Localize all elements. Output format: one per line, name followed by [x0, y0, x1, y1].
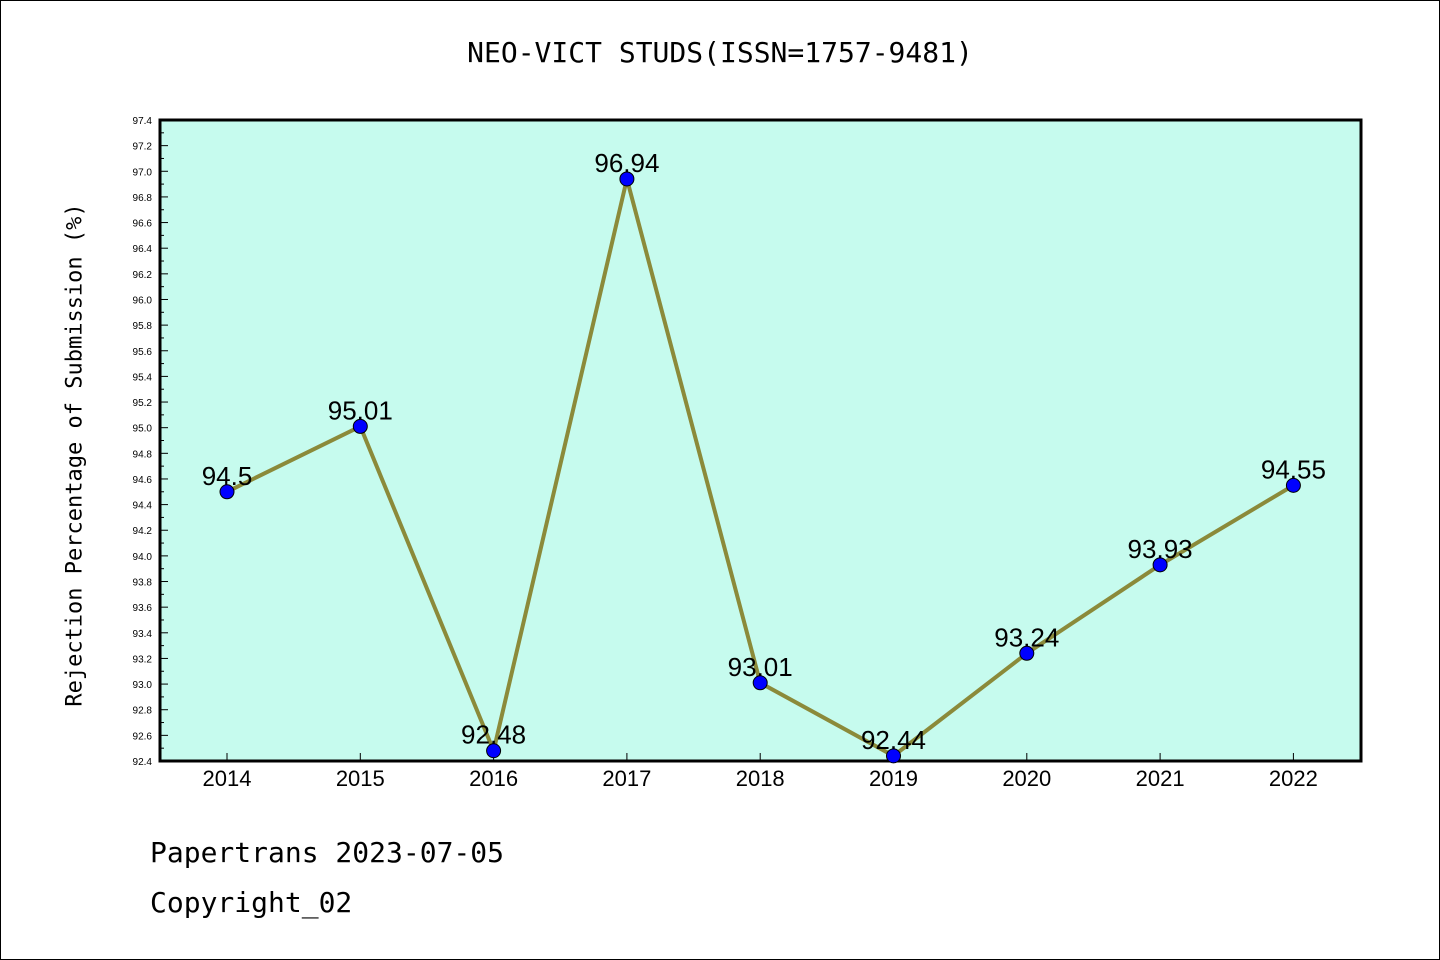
- data-markers: [219, 171, 1301, 764]
- data-point: [1285, 477, 1301, 493]
- y-tick-label: 96.8: [133, 193, 153, 204]
- data-label: 92.44: [861, 725, 926, 755]
- y-tick-label: 92.8: [133, 706, 153, 717]
- y-tick-label: 94.4: [133, 501, 153, 512]
- y-tick-label: 97.2: [133, 142, 153, 153]
- data-label: 94.5: [202, 461, 253, 491]
- y-tick-label: 92.6: [133, 731, 153, 742]
- data-label: 93.24: [994, 622, 1059, 652]
- data-point: [219, 484, 235, 500]
- y-tick-label: 93.6: [133, 603, 153, 614]
- y-tick-label: 96.0: [133, 295, 153, 306]
- y-tick-label: 92.4: [133, 757, 153, 768]
- x-tick-label: 2014: [203, 766, 252, 791]
- data-label: 95.01: [328, 395, 393, 425]
- x-tick-label: 2017: [602, 766, 651, 791]
- y-tick-label: 96.2: [133, 270, 153, 281]
- y-tick-label: 93.0: [133, 680, 153, 691]
- data-point: [619, 171, 635, 187]
- y-tick-label: 93.8: [133, 578, 153, 589]
- y-tick-label: 94.6: [133, 475, 153, 486]
- data-label: 92.48: [461, 720, 526, 750]
- data-label: 93.93: [1128, 534, 1193, 564]
- data-label: 94.55: [1261, 454, 1326, 484]
- x-tick-label: 2016: [469, 766, 518, 791]
- data-point: [352, 418, 368, 434]
- y-tick-label: 96.4: [133, 244, 153, 255]
- y-tick-label: 97.0: [133, 167, 153, 178]
- y-tick-label: 97.4: [133, 116, 153, 127]
- x-tick-label: 2015: [336, 766, 385, 791]
- data-label: 93.01: [728, 652, 793, 682]
- x-axis-ticks: 2014 2015 2016 2017 2018 2019 2020 2021 2022: [203, 753, 1318, 791]
- y-tick-label: 95.0: [133, 424, 153, 435]
- y-tick-label: 94.2: [133, 526, 153, 537]
- x-tick-label: 2018: [736, 766, 785, 791]
- y-tick-label: 94.8: [133, 449, 153, 460]
- x-tick-label: 2020: [1002, 766, 1051, 791]
- data-label: 96.94: [594, 148, 659, 178]
- x-tick-label: 2022: [1269, 766, 1318, 791]
- y-tick-label: 93.4: [133, 629, 153, 640]
- data-point: [1019, 645, 1035, 661]
- y-tick-label: 95.4: [133, 372, 153, 383]
- y-tick-label: 95.8: [133, 321, 153, 332]
- y-tick-label: 94.0: [133, 552, 153, 563]
- y-tick-label: 95.6: [133, 347, 153, 358]
- y-tick-label: 95.2: [133, 398, 153, 409]
- footer-date: Papertrans 2023-07-05: [150, 836, 505, 869]
- plot-area: [158, 118, 1363, 763]
- y-tick-label: 93.2: [133, 654, 153, 665]
- data-point: [886, 748, 901, 764]
- x-tick-label: 2019: [869, 766, 918, 791]
- x-tick-label: 2021: [1136, 766, 1185, 791]
- footer-copyright: Copyright_02: [150, 886, 353, 919]
- data-point: [1152, 557, 1168, 573]
- chart-title: NEO-VICT STUDS(ISSN=1757-9481): [467, 36, 973, 69]
- data-point: [752, 675, 768, 691]
- y-tick-label: 96.6: [133, 219, 153, 230]
- y-axis-ticks: 92.4 92.6 92.8 93.0 93.2 93.4 93.6 93.8 94.0 94.2…: [133, 116, 168, 768]
- data-labels: 94.5 95.01 92.48 96.94 93.01 92.44 93.24 93.93 9…: [202, 148, 1326, 755]
- data-point: [486, 743, 502, 759]
